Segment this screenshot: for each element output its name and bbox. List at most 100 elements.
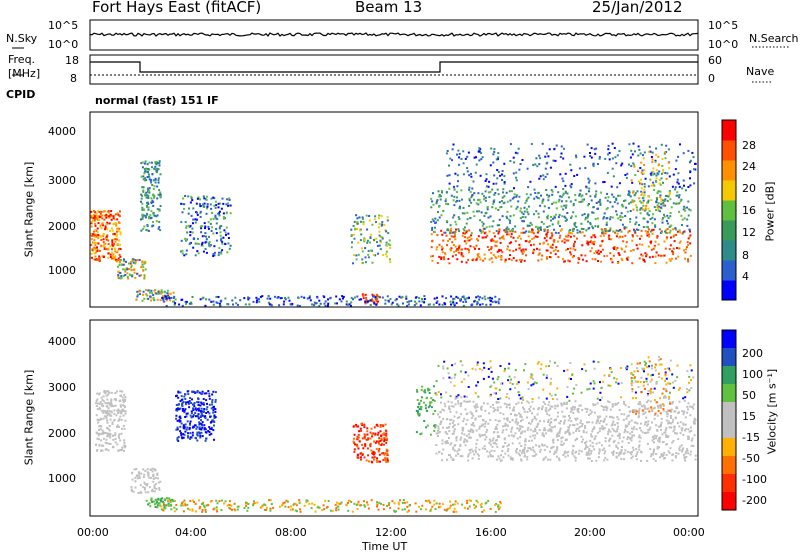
velocity-echo [447,406,450,409]
power-echo [510,241,512,244]
velocity-echo [599,420,602,422]
velocity-echo [124,412,127,415]
power-echo [615,248,618,251]
power-echo [493,174,496,177]
velocity-echo [639,401,642,404]
power-echo [156,162,159,165]
velocity-echo [318,506,321,509]
velocity-echo [360,429,363,432]
velocity-echo [524,438,527,441]
power-echo [104,225,107,228]
velocity-echo [177,396,180,399]
velocity-echo [181,398,184,401]
power-echo [142,290,145,293]
velocity-echo [148,486,151,489]
power-echo [491,238,494,241]
velocity-echo [567,419,570,422]
power-echo [452,300,455,303]
power-echo [90,234,93,237]
power-echo [356,295,359,298]
velocity-echo [425,499,427,502]
velocity-echo [550,429,553,431]
velocity-echo [184,398,187,400]
power-echo [466,211,469,214]
velocity-echo [179,400,182,403]
power-echo [205,198,208,201]
velocity-echo [379,430,382,433]
power-echo [563,215,566,218]
power-echo [471,303,474,306]
power-echo [569,200,572,203]
power-echo [146,187,149,190]
velocity-echo [303,504,306,507]
velocity-echo [192,414,195,416]
velocity-echo [191,398,193,401]
power-echo [247,296,250,299]
power-echo [357,241,360,244]
velocity-echo [468,436,471,439]
power-echo [647,199,650,202]
power-echo [441,190,443,192]
velocity-echo [526,458,529,461]
velocity-echo [434,392,437,395]
power-echo [441,247,444,250]
power-echo [581,244,584,247]
power-echo [191,296,194,298]
power-echo [221,240,224,243]
velocity-echo [121,396,124,399]
power-echo [693,182,696,185]
power-echo [547,196,550,199]
power-echo [140,200,142,203]
power-echo [645,255,648,258]
velocity-echo [186,420,189,423]
velocity-echo [100,418,103,421]
freq-label-2: [MHz] [8,67,41,80]
power-echo [498,228,501,231]
velocity-echo [202,403,205,406]
velocity-echo [448,437,450,439]
velocity-echo [169,501,172,504]
velocity-echo [469,428,472,431]
velocity-echo [490,455,493,458]
velocity-echo [495,458,498,461]
power-echo [518,243,521,246]
power-echo [227,232,230,235]
velocity-echo [204,510,207,513]
velocity-echo [110,391,113,394]
power-echo [657,202,660,205]
power-echo [552,217,555,220]
power-echo [445,152,448,155]
power-echo [120,275,123,277]
velocity-echo [677,438,680,441]
velocity-echo [519,413,522,416]
power-echo [129,262,132,265]
power-echo [428,303,431,306]
velocity-echo [543,420,546,423]
power-echo [466,248,469,250]
power-echo [598,156,601,158]
power-echo [145,204,148,207]
power-echo [689,254,692,257]
velocity-echo [370,427,373,430]
power-echo [430,221,433,223]
power-echo [369,241,372,244]
power-echo [534,235,537,238]
power-echo [684,257,686,260]
power-echo [555,201,558,204]
velocity-echo [356,508,359,510]
power-echo [508,222,511,225]
power-echo [506,200,509,203]
velocity-echo [626,436,629,438]
velocity-echo [110,405,113,408]
power-echo [679,231,682,234]
velocity-echo [296,510,298,513]
velocity-echo [189,500,192,502]
power-echo [269,297,272,300]
velocity-echo [489,419,492,422]
velocity-echo [419,508,422,511]
velocity-echo [435,444,438,446]
power-echo [587,241,590,244]
power-echo [587,204,589,207]
power-echo [148,161,151,164]
power-echo [662,217,665,220]
